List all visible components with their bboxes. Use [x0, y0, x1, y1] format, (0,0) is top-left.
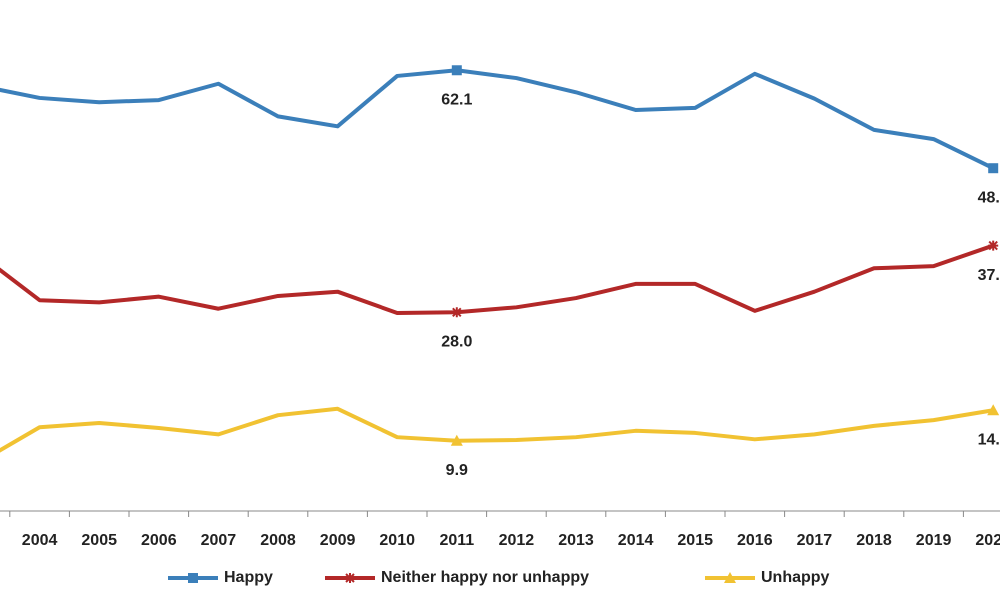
x-tick-label: 2005 [81, 532, 117, 549]
marker [987, 404, 1000, 416]
x-tick-label: 2006 [141, 532, 177, 549]
data-label: 28.0 [441, 333, 472, 350]
marker [450, 434, 463, 446]
marker [451, 307, 462, 318]
x-tick-label: 2018 [856, 532, 892, 549]
data-label: 14.2 [978, 431, 1000, 448]
x-tick-label: 2011 [439, 532, 474, 549]
data-label: 62.1 [441, 91, 472, 108]
x-tick-label: 2008 [260, 532, 296, 549]
marker [988, 163, 999, 174]
data-label: 9.9 [446, 462, 468, 479]
x-tick-label: 2010 [379, 532, 415, 549]
x-tick-label: 2013 [558, 532, 594, 549]
x-tick-label: 2009 [320, 532, 356, 549]
x-tick-label: 2014 [618, 532, 654, 549]
marker [988, 240, 999, 251]
x-tick-label: 2020 [975, 532, 1000, 549]
series-line [0, 243, 994, 315]
x-tick-label: 2012 [499, 532, 535, 549]
marker [451, 65, 462, 76]
legend-label: Happy [224, 569, 273, 586]
series-line [0, 68, 995, 171]
series-line [0, 406, 994, 453]
legend-label: Neither happy nor unhappy [381, 569, 589, 586]
x-tick-label: 2007 [201, 532, 237, 549]
x-tick-label: 2019 [916, 532, 952, 549]
x-tick-label: 2015 [677, 532, 713, 549]
data-label: 37.4 [978, 267, 1000, 284]
x-tick-label: 2004 [22, 532, 58, 549]
x-tick-label: 2017 [797, 532, 833, 549]
data-label: 48.3 [978, 189, 1000, 206]
marker [188, 573, 198, 583]
x-tick-label: 2016 [737, 532, 773, 549]
legend-label: Unhappy [761, 569, 830, 586]
marker [345, 573, 355, 583]
marker [724, 572, 736, 583]
